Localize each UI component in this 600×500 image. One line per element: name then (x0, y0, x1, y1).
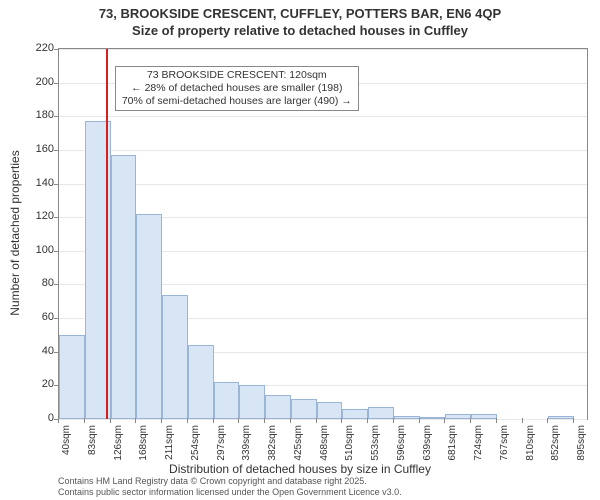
ytick-mark (54, 49, 59, 50)
xtick-mark (187, 418, 188, 423)
xtick-label: 468sqm (319, 425, 330, 461)
xtick-label: 767sqm (499, 425, 510, 461)
y-axis-label: Number of detached properties (8, 150, 22, 315)
ytick-mark (54, 217, 59, 218)
xtick-label: 339sqm (241, 425, 252, 461)
histogram-bar (445, 414, 471, 419)
xtick-label: 126sqm (113, 425, 124, 461)
ytick-label: 220 (24, 42, 54, 54)
footer-line1: Contains HM Land Registry data © Crown c… (58, 476, 402, 487)
xtick-mark (213, 418, 214, 423)
xtick-mark (444, 418, 445, 423)
xtick-mark (264, 418, 265, 423)
footer-line2: Contains public sector information licen… (58, 487, 402, 498)
histogram-bar (214, 382, 239, 419)
xtick-mark (238, 418, 239, 423)
xtick-mark (316, 418, 317, 423)
histogram-bar (162, 295, 188, 419)
xtick-mark (547, 418, 548, 423)
xtick-mark (84, 418, 85, 423)
ytick-label: 100 (24, 244, 54, 256)
histogram-bar (111, 155, 136, 419)
histogram-bar (291, 399, 317, 419)
xtick-mark (470, 418, 471, 423)
xtick-mark (393, 418, 394, 423)
xtick-label: 681sqm (447, 425, 458, 461)
xtick-label: 211sqm (164, 425, 175, 460)
xtick-label: 724sqm (473, 425, 484, 461)
ytick-label: 80 (24, 277, 54, 289)
histogram-bar (59, 335, 85, 419)
plot-area: 73 BROOKSIDE CRESCENT: 120sqm← 28% of de… (58, 48, 588, 420)
chart-container: 73, BROOKSIDE CRESCENT, CUFFLEY, POTTERS… (0, 0, 600, 500)
xtick-label: 596sqm (396, 425, 407, 461)
histogram-bar (136, 214, 162, 419)
xtick-label: 254sqm (190, 425, 201, 461)
histogram-bar (342, 409, 368, 419)
xtick-label: 425sqm (293, 425, 304, 461)
xtick-mark (161, 418, 162, 423)
xtick-mark (135, 418, 136, 423)
ytick-label: 40 (24, 345, 54, 357)
gridline (59, 419, 587, 420)
xtick-label: 810sqm (525, 425, 536, 461)
xtick-label: 168sqm (138, 425, 149, 461)
xtick-mark (522, 418, 523, 423)
ytick-mark (54, 251, 59, 252)
xtick-mark (573, 418, 574, 423)
chart-title-line2: Size of property relative to detached ho… (0, 23, 600, 38)
xtick-label: 297sqm (216, 425, 227, 461)
annotation-box: 73 BROOKSIDE CRESCENT: 120sqm← 28% of de… (115, 66, 359, 111)
histogram-bar (239, 385, 265, 419)
xtick-label: 852sqm (550, 425, 561, 461)
histogram-bar (394, 416, 420, 419)
ytick-label: 140 (24, 177, 54, 189)
xtick-mark (419, 418, 420, 423)
gridline (59, 150, 587, 151)
ytick-mark (54, 318, 59, 319)
ytick-label: 180 (24, 109, 54, 121)
ytick-label: 20 (24, 378, 54, 390)
xtick-mark (341, 418, 342, 423)
gridline (59, 49, 587, 50)
histogram-bar (188, 345, 214, 419)
xtick-mark (290, 418, 291, 423)
ytick-label: 160 (24, 143, 54, 155)
annotation-line1: 73 BROOKSIDE CRESCENT: 120sqm (122, 69, 352, 82)
xtick-label: 40sqm (61, 425, 72, 455)
histogram-bar (471, 414, 497, 419)
annotation-line3: 70% of semi-detached houses are larger (… (122, 95, 352, 108)
annotation-line2: ← 28% of detached houses are smaller (19… (122, 82, 352, 95)
xtick-label: 553sqm (370, 425, 381, 461)
ytick-label: 60 (24, 311, 54, 323)
ytick-mark (54, 116, 59, 117)
chart-footer: Contains HM Land Registry data © Crown c… (58, 476, 402, 498)
ytick-mark (54, 83, 59, 84)
reference-line (106, 49, 108, 419)
ytick-label: 200 (24, 76, 54, 88)
xtick-mark (58, 418, 59, 423)
gridline (59, 116, 587, 117)
xtick-label: 895sqm (576, 425, 587, 461)
histogram-bar (368, 407, 394, 419)
xtick-label: 382sqm (267, 425, 278, 461)
gridline (59, 184, 587, 185)
ytick-mark (54, 150, 59, 151)
xtick-mark (110, 418, 111, 423)
ytick-label: 0 (24, 412, 54, 424)
ytick-label: 120 (24, 210, 54, 222)
chart-title-line1: 73, BROOKSIDE CRESCENT, CUFFLEY, POTTERS… (0, 6, 600, 21)
xtick-label: 639sqm (422, 425, 433, 461)
histogram-bar (420, 417, 445, 419)
xtick-label: 83sqm (87, 425, 98, 455)
xtick-label: 510sqm (344, 425, 355, 461)
xtick-mark (367, 418, 368, 423)
ytick-mark (54, 184, 59, 185)
histogram-bar (548, 416, 574, 419)
histogram-bar (265, 395, 291, 419)
x-axis-label: Distribution of detached houses by size … (0, 462, 600, 476)
ytick-mark (54, 284, 59, 285)
xtick-mark (496, 418, 497, 423)
histogram-bar (317, 402, 342, 419)
